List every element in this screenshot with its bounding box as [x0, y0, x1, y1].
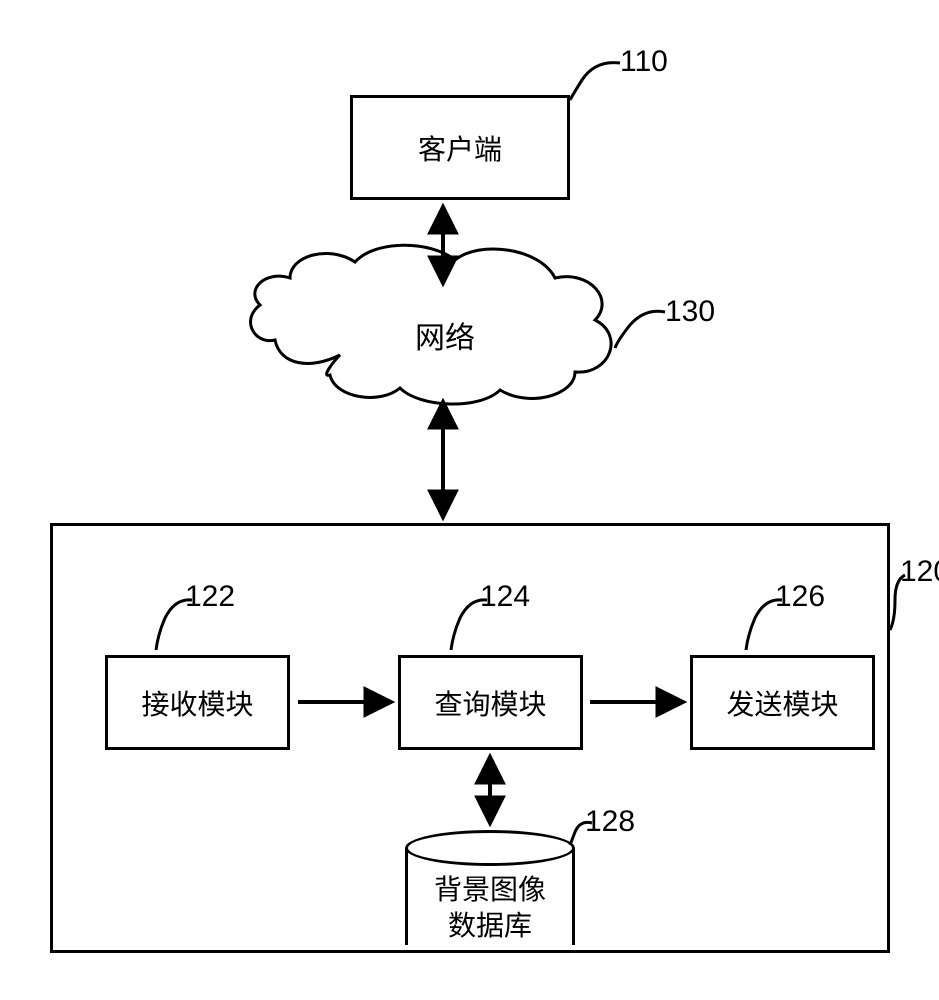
ref-130: 130 [665, 295, 715, 329]
ref-122: 122 [185, 580, 235, 614]
cylinder-top [405, 830, 575, 866]
ref-128: 128 [585, 805, 635, 839]
ref-124: 124 [480, 580, 530, 614]
send-module-box: 发送模块 [690, 655, 875, 750]
network-cloud-icon [251, 245, 612, 404]
query-label: 查询模块 [434, 683, 546, 723]
leader-130 [615, 311, 665, 348]
leader-110 [570, 63, 620, 100]
network-label: 网络 [415, 322, 475, 355]
cylinder-label: 背景图像 数据库 [405, 872, 575, 945]
ref-110: 110 [620, 45, 668, 79]
send-label: 发送模块 [726, 683, 838, 723]
diagram-canvas: 客户端 接收模块 查询模块 发送模块 背景图像 数据库 110 130 120 … [0, 0, 939, 1000]
database-cylinder: 背景图像 数据库 [405, 830, 575, 945]
receive-label: 接收模块 [141, 683, 253, 723]
db-label-line2: 数据库 [448, 910, 532, 941]
ref-126: 126 [775, 580, 825, 614]
client-box: 客户端 [350, 95, 570, 200]
query-module-box: 查询模块 [398, 655, 583, 750]
receive-module-box: 接收模块 [105, 655, 290, 750]
client-label: 客户端 [418, 128, 502, 168]
ref-120: 120 [900, 555, 939, 589]
db-label-line1: 背景图像 [434, 874, 546, 905]
